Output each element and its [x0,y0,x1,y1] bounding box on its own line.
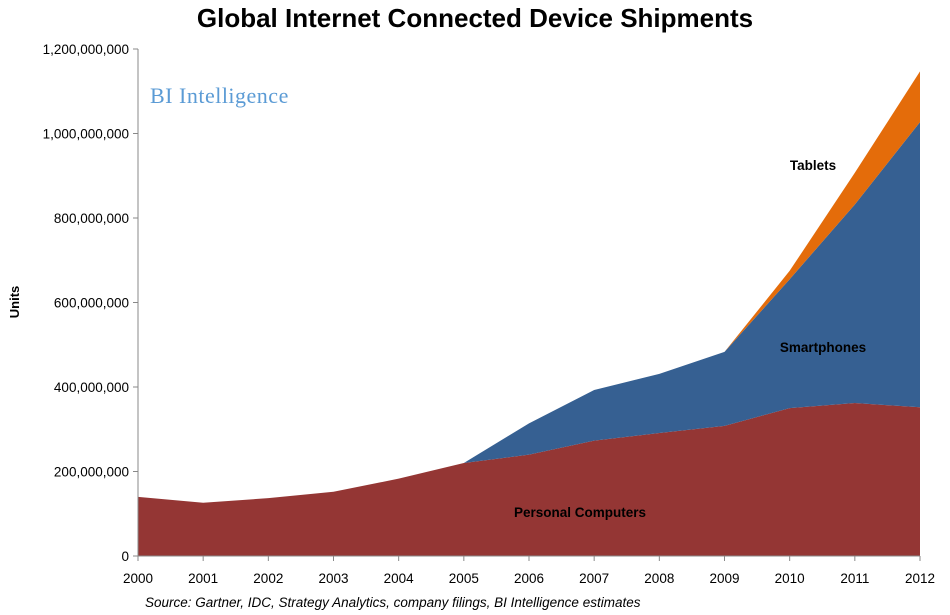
x-tick-label: 2002 [253,571,283,586]
x-tick-label: 2006 [514,571,544,586]
series-label-tablets: Tablets [790,158,836,173]
x-tick-label: 2008 [644,571,674,586]
series-areas [138,71,920,556]
y-tick-label: 1,000,000,000 [43,127,129,142]
series-label-personal-computers: Personal Computers [514,505,646,520]
y-axis-ticks: 0 200,000,000 400,000,000 600,000,000 800,00… [43,42,138,564]
y-tick-label: 200,000,000 [54,465,129,480]
y-tick-label: 600,000,000 [54,296,129,311]
y-tick-label: 1,200,000,000 [43,42,129,57]
x-tick-label: 2001 [188,571,218,586]
series-label-smartphones: Smartphones [780,340,866,355]
source-note: Source: Gartner, IDC, Strategy Analytics… [145,595,641,610]
series-labels: Personal Computers Smartphones Tablets [514,158,866,520]
x-tick-label: 2011 [840,571,869,586]
x-axis-ticks: 2000 2001 2002 2003 2004 2005 2006 2007 2008 2009… [123,556,935,586]
x-tick-label: 2005 [449,571,479,586]
area-personal-computers [138,403,920,556]
x-tick-label: 2007 [579,571,609,586]
x-tick-label: 2010 [775,571,805,586]
x-tick-label: 2000 [123,571,153,586]
x-tick-label: 2009 [709,571,739,586]
x-tick-label: 2004 [384,571,415,586]
bi-intelligence-watermark: BI Intelligence [150,83,289,108]
y-tick-label: 800,000,000 [54,211,129,226]
x-tick-label: 2012 [905,571,935,586]
area-smartphones [138,122,920,503]
y-tick-label: 0 [121,549,129,564]
y-axis-label: Units [7,286,22,319]
y-tick-label: 400,000,000 [54,380,129,395]
chart-title: Global Internet Connected Device Shipmen… [197,3,753,33]
x-tick-label: 2003 [318,571,348,586]
